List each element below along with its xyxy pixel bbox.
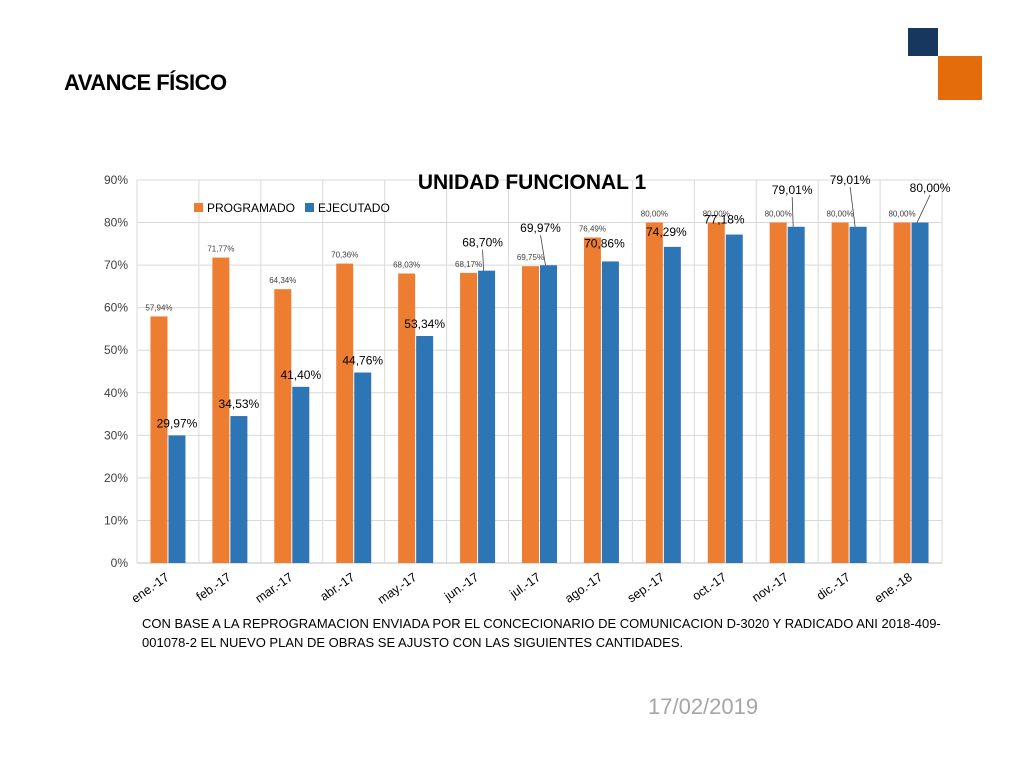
bar-ejecutado [911,222,929,564]
y-tick-label: 50% [104,343,128,357]
x-tick-label: ene.-17 [129,570,172,606]
bar-chart-svg: 0% 10% 20% 30% 40% 50% 60% 70% 80% 90% UNIDAD FUNC… [104,171,951,607]
data-label-programado: 76,49% [579,224,606,233]
data-label-programado: 64,34% [269,276,296,285]
bar-ejecutado [292,386,310,563]
bar-ejecutado [725,234,743,563]
bar-ejecutado [540,265,557,563]
data-label-programado: 68,17% [455,260,482,269]
data-label-programado: 80,00% [888,210,915,219]
bar-ejecutado [230,416,248,563]
data-label-ejecutado: 34,53% [219,397,260,411]
x-tick-label: ago.-17 [562,570,605,606]
bar-programado [522,266,539,563]
bar-programado [150,316,168,563]
data-label-programado: 80,00% [703,210,730,219]
bar-ejecutado [478,270,496,563]
data-label-programado: 80,00% [641,210,668,219]
data-label-ejecutado: 69,97% [520,221,561,235]
bar-programado [831,222,849,564]
data-label-ejecutado: 41,40% [280,368,321,382]
y-tick-label: 60% [104,301,128,315]
x-tick-label: oct.-17 [690,570,729,603]
data-label-ejecutado: 74,29% [646,225,687,239]
x-tick-label: ene.-18 [872,570,915,606]
data-label-programado: 68,03% [393,260,420,269]
y-tick-label: 80% [104,216,128,230]
data-label-ejecutado: 29,97% [157,416,198,430]
bar-programado [645,222,663,564]
bar-programado [707,222,725,564]
bar-ejecutado [787,226,805,563]
leader-line [482,249,484,271]
data-label-programado: 70,36% [331,251,358,260]
x-tick-label: jun.-17 [441,570,481,604]
slide-caption: CON BASE A LA REPROGRAMACION ENVIADA POR… [142,616,941,650]
y-tick-label: 20% [104,471,128,485]
bar-ejecutado [168,435,186,563]
bar-chart: 0% 10% 20% 30% 40% 50% 60% 70% 80% 90% UNIDAD FUNC… [84,160,964,610]
bar-programado [336,263,354,563]
y-tick-label: 30% [104,428,128,442]
bar-programado [274,289,292,563]
bar-ejecutado [663,246,681,563]
leader-line [916,194,931,223]
slide-title: AVANCE FÍSICO [64,70,227,95]
bar-programado [398,273,416,563]
x-tick-label: may.-17 [375,570,419,607]
x-tick-label: feb.-17 [194,570,234,604]
data-label-ejecutado: 79,01% [830,173,871,187]
leader-line [791,196,794,227]
legend-label-ejecutado: EJECUTADO [318,201,390,215]
bar-programado [460,272,478,563]
data-label-ejecutado: 68,70% [462,236,503,250]
bar-ejecutado [849,226,867,563]
data-label-ejecutado: 44,76% [342,354,383,368]
slide-date: 17/02/2019 [648,694,759,719]
data-label-programado: 80,00% [765,210,792,219]
x-tick-label: dic.-17 [814,570,853,603]
bar-programado [583,237,601,563]
x-tick-label: abr.-17 [318,570,358,604]
y-tick-label: 10% [104,513,128,527]
data-label-ejecutado: 53,34% [404,317,445,331]
bar-programado [212,257,230,563]
data-label-programado: 57,94% [145,303,172,312]
bar-ejecutado [416,336,434,563]
data-label-programado: 69,75% [517,253,544,262]
y-tick-label: 90% [104,173,128,187]
bar-programado [893,222,911,564]
legend-swatch-programado [194,203,203,212]
legend-swatch-ejecutado [305,203,314,212]
x-tick-label: nov.-17 [749,570,790,605]
chart-title: UNIDAD FUNCIONAL 1 [418,171,647,194]
y-tick-label: 70% [104,258,128,272]
decorative-square-orange [938,56,982,100]
data-label-programado: 80,00% [827,210,854,219]
x-tick-label: sep.-17 [625,570,667,605]
x-tick-label: jul.-17 [506,570,543,602]
leader-line [849,186,856,227]
bar-programado [769,222,787,564]
data-label-ejecutado: 80,00% [910,181,951,195]
legend-label-programado: PROGRAMADO [207,201,295,215]
y-tick-label: 40% [104,386,128,400]
bar-ejecutado [601,261,619,563]
decorative-square-dark [908,28,938,56]
data-label-programado: 71,77% [207,245,234,254]
bar-ejecutado [354,372,372,563]
x-tick-label: mar.-17 [253,570,296,606]
data-label-ejecutado: 70,86% [584,236,625,250]
y-tick-label: 0% [111,556,129,570]
data-label-ejecutado: 77,18% [704,213,745,227]
leader-line [540,235,546,266]
data-label-ejecutado: 79,01% [772,183,813,197]
